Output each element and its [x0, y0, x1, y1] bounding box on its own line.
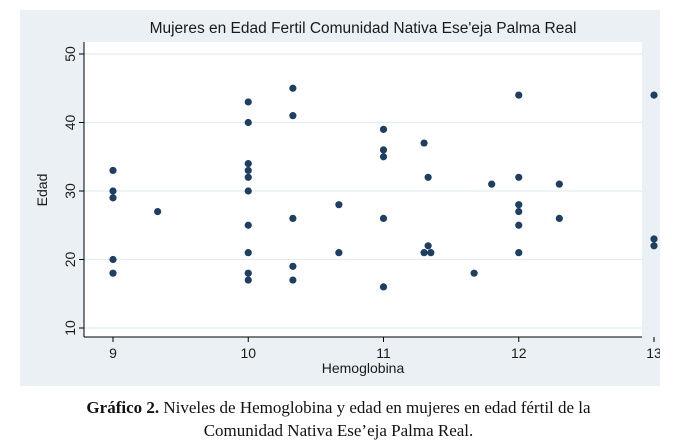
- x-axis-label: Hemoglobina: [322, 360, 405, 376]
- data-point: [244, 269, 252, 277]
- data-point: [555, 214, 563, 222]
- y-tick-label: 10: [62, 320, 78, 336]
- data-point: [515, 249, 523, 257]
- data-point: [515, 91, 523, 99]
- data-point: [379, 283, 388, 291]
- caption-line-1: Gráfico 2. Niveles de Hemoglobina y edad…: [0, 396, 677, 419]
- y-tick-label: 50: [62, 46, 78, 62]
- data-point: [424, 242, 432, 250]
- data-point: [650, 235, 658, 243]
- grid-lines: [84, 53, 642, 329]
- data-point: [244, 276, 252, 284]
- data-point: [488, 180, 496, 188]
- data-point: [379, 214, 388, 222]
- data-point: [379, 125, 388, 133]
- data-point: [109, 269, 117, 277]
- data-point: [109, 187, 117, 195]
- data-point: [289, 262, 297, 270]
- data-point: [244, 221, 252, 229]
- data-point: [109, 166, 117, 175]
- data-point: [244, 166, 252, 175]
- plot-area: [84, 42, 642, 337]
- x-tick-label: 9: [109, 345, 117, 361]
- data-point: [427, 249, 435, 257]
- scatter-chart: 10 20 30 40 50 9 10 11 12 13 Mujeres en Edad Fer…: [34, 20, 660, 376]
- data-point: [244, 160, 252, 168]
- caption-text-1: Niveles de Hemoglobina y edad en mujeres…: [159, 398, 591, 417]
- data-point: [515, 173, 523, 181]
- data-point: [335, 201, 343, 209]
- caption-line-2: Comunidad Nativa Ese’eja Palma Real.: [203, 421, 474, 440]
- data-point: [109, 255, 117, 264]
- data-point: [515, 207, 523, 216]
- data-point: [420, 139, 428, 147]
- data-point: [379, 153, 388, 161]
- data-points: [109, 84, 658, 291]
- data-point: [335, 249, 343, 257]
- x-axis-ticks: 9 10 11 12 13: [109, 337, 660, 361]
- data-point: [244, 98, 252, 106]
- data-point: [379, 146, 388, 154]
- data-point: [515, 221, 523, 229]
- data-point: [289, 84, 297, 92]
- data-point: [109, 194, 117, 202]
- y-tick-label: 40: [62, 115, 78, 131]
- data-point: [244, 187, 252, 195]
- data-point: [289, 112, 297, 120]
- y-tick-label: 30: [62, 183, 78, 199]
- x-tick-label: 12: [511, 345, 527, 361]
- caption-label: Gráfico 2.: [86, 398, 160, 417]
- data-point: [244, 118, 252, 127]
- data-point: [289, 214, 297, 222]
- x-tick-label: 10: [240, 345, 256, 361]
- y-tick-label: 20: [62, 252, 78, 268]
- data-point: [650, 242, 658, 250]
- x-tick-label: 11: [376, 345, 391, 361]
- data-point: [289, 276, 297, 284]
- data-point: [470, 269, 478, 277]
- figure-caption: Gráfico 2. Niveles de Hemoglobina y edad…: [0, 396, 677, 442]
- y-axis-ticks: 10 20 30 40 50: [62, 46, 84, 336]
- data-point: [244, 249, 252, 257]
- chart-title: Mujeres en Edad Fertil Comunidad Nativa …: [150, 20, 577, 37]
- x-tick-label: 13: [646, 345, 660, 361]
- data-point: [420, 249, 428, 257]
- data-point: [424, 173, 432, 181]
- data-point: [515, 201, 523, 209]
- chart-panel: 10 20 30 40 50 9 10 11 12 13 Mujeres en Edad Fer…: [20, 10, 660, 386]
- data-point: [154, 207, 162, 216]
- data-point: [555, 180, 563, 188]
- y-axis-label: Edad: [34, 174, 50, 207]
- data-point: [650, 91, 658, 99]
- data-point: [244, 173, 252, 181]
